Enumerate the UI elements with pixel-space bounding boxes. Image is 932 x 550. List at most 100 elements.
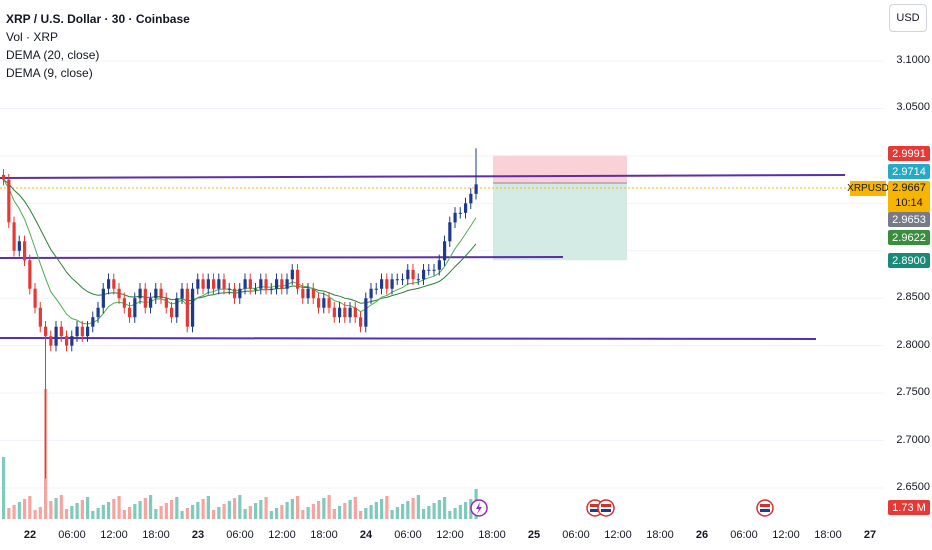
candle-body <box>364 298 368 327</box>
time-axis-label: 18:00 <box>478 529 506 541</box>
candle-body <box>122 298 126 308</box>
volume-bars <box>2 389 478 519</box>
time-axis-label: 12:00 <box>100 529 128 541</box>
volume-bar <box>254 503 258 519</box>
countdown-timer: 10:14 <box>895 197 923 209</box>
candle-body <box>49 336 53 346</box>
volume-bar <box>38 507 42 519</box>
volume-bar <box>12 505 16 519</box>
volume-bar <box>206 496 210 519</box>
symbol-title[interactable]: XRP / U.S. Dollar · 30 · Coinbase <box>6 12 190 26</box>
volume-bar <box>248 506 252 519</box>
lightning-glyph <box>476 502 482 514</box>
volume-bar <box>422 509 426 519</box>
currency-button[interactable]: USD <box>889 4 927 32</box>
candle-body <box>44 326 48 337</box>
volume-bar <box>101 505 105 519</box>
flag-circle <box>756 499 774 517</box>
chart-legend: XRP / U.S. Dollar · 30 · Coinbase Vol · … <box>6 10 190 82</box>
candle-body <box>406 269 410 280</box>
candle-body <box>38 307 42 327</box>
horizontal-levels <box>0 174 846 340</box>
candle-body <box>458 212 462 214</box>
flag-stripe <box>601 504 611 507</box>
volume-bar <box>154 509 158 519</box>
time-axis-label: 06:00 <box>730 529 758 541</box>
candle-body <box>422 269 426 280</box>
flag-circle <box>597 499 615 517</box>
volume-indicator-label[interactable]: Vol · XRP <box>6 30 59 44</box>
take-profit-zone <box>493 183 627 261</box>
volume-bar <box>275 508 279 519</box>
candle-body <box>133 298 137 318</box>
candle-body <box>70 336 74 346</box>
event-markers <box>470 499 774 517</box>
time-axis-label: 12:00 <box>604 529 632 541</box>
dema20-indicator-label[interactable]: DEMA (20, close) <box>6 48 100 62</box>
volume-bar <box>411 498 415 519</box>
volume-bar <box>2 457 6 519</box>
volume-bar <box>364 508 368 519</box>
volume-bar <box>369 505 373 519</box>
time-axis-label: 06:00 <box>562 529 590 541</box>
candle-body <box>23 241 27 261</box>
time-axis-label: 18:00 <box>814 529 842 541</box>
candle-body <box>401 279 405 281</box>
volume-bar <box>233 498 237 519</box>
candle-body <box>275 279 279 289</box>
candle-body <box>327 298 331 308</box>
candle-body <box>128 307 132 318</box>
volume-bar <box>338 506 342 519</box>
volume-bar <box>175 497 179 519</box>
price-axis-label: 2.7500 <box>896 386 930 399</box>
volume-bar <box>65 509 69 519</box>
volume-bar <box>7 508 11 519</box>
volume-bar <box>33 510 37 519</box>
volume-bar <box>159 506 163 519</box>
candle-body <box>348 307 352 318</box>
dema9-indicator-label[interactable]: DEMA (9, close) <box>6 66 93 80</box>
candle-body <box>180 288 184 299</box>
volume-bar <box>437 500 441 519</box>
candle-body <box>91 317 95 327</box>
candle-body <box>464 203 468 213</box>
candle-body <box>112 279 116 289</box>
candle-body <box>395 279 399 281</box>
volume-bar <box>311 504 315 519</box>
time-axis-label: 26 <box>695 529 709 541</box>
candle-body <box>259 279 263 289</box>
volume-bar <box>201 499 205 519</box>
candle-body <box>54 326 58 346</box>
candle-body <box>443 241 447 261</box>
volume-bar <box>353 497 357 519</box>
volume-bar <box>259 500 263 519</box>
time-axis-label: 24 <box>359 529 373 541</box>
volume-bar <box>91 511 95 519</box>
candle-body <box>385 279 389 289</box>
candle-body <box>117 288 121 299</box>
volume-bar <box>453 508 457 519</box>
time-axis-label: 06:00 <box>58 529 86 541</box>
flag-stripe <box>590 504 600 507</box>
volume-bar <box>306 507 310 519</box>
candle-body <box>233 288 237 299</box>
candle-body <box>86 326 90 337</box>
volume-bar <box>70 506 74 519</box>
volume-bar <box>395 507 399 519</box>
candle-body <box>238 288 242 299</box>
volume-bar <box>122 510 126 519</box>
volume-bar <box>359 511 363 519</box>
volume-bar <box>390 510 394 519</box>
volume-bar <box>80 500 84 519</box>
volume-bar <box>227 501 231 519</box>
volume-bar <box>348 500 352 519</box>
candle-body <box>191 288 195 327</box>
candle-body <box>338 307 342 318</box>
current-price-tag: 2.9667 10:14 <box>888 181 930 213</box>
candle-body <box>33 288 37 308</box>
candle-body <box>390 279 394 289</box>
volume-bar <box>458 505 462 519</box>
price-axis-label: 2.6500 <box>896 481 930 493</box>
candle-body <box>212 279 216 289</box>
